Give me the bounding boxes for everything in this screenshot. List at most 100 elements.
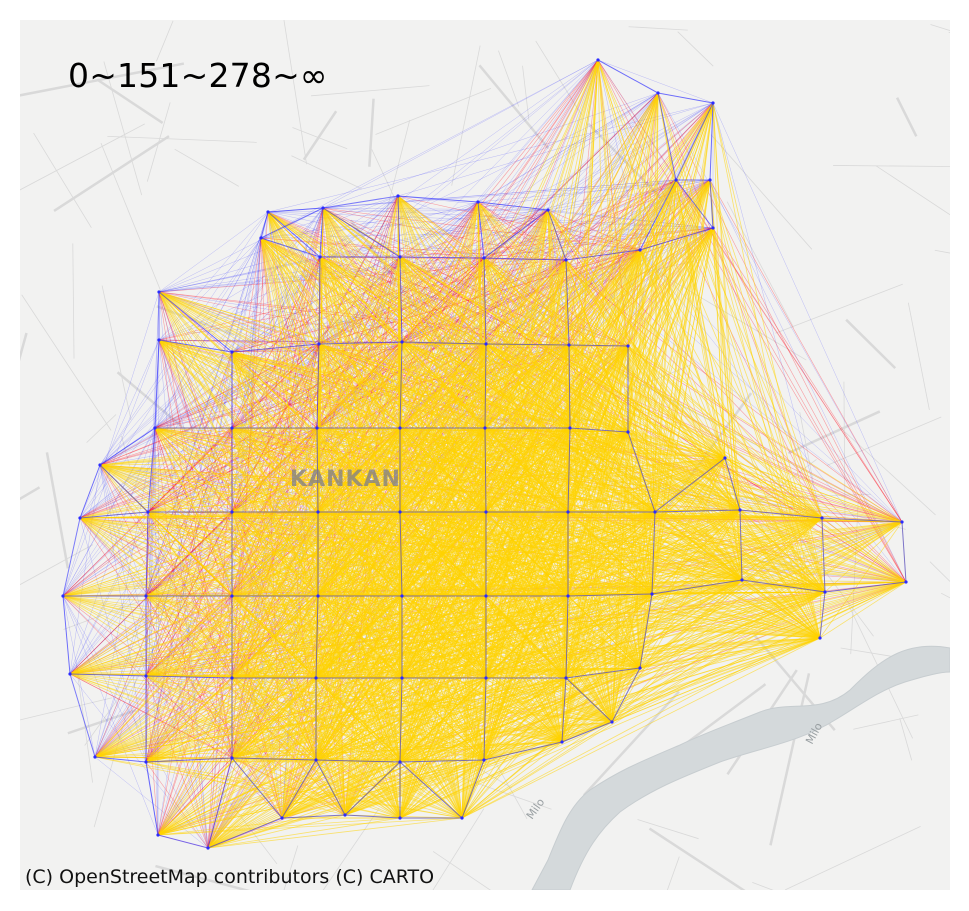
flow-line [319,256,401,429]
flow-line [231,521,903,597]
flow-line [485,581,907,679]
legend-bins-label: 0~151~278~∞ [68,56,328,95]
flow-line [483,257,487,345]
flow-line [319,256,726,459]
flow-line [316,427,319,513]
flow-line [231,581,907,679]
flow-line [94,677,487,758]
flow-line [484,427,629,433]
flow-line [484,343,487,429]
flow-line [821,517,903,523]
flow-line [62,427,156,597]
street-segment [833,165,950,167]
flow-line [231,757,317,761]
flow-line [565,259,903,523]
street-segment [283,20,307,165]
zone-node [610,720,614,724]
flow-line [62,595,283,819]
flow-line [565,259,726,459]
flow-line [627,345,656,513]
flow-line [231,757,283,819]
flow-line [627,345,653,595]
flow-line [547,92,659,211]
flow-line [639,249,821,639]
flow-line [62,517,81,597]
flow-line [565,249,641,261]
flow-line [611,521,903,723]
flow-line [322,207,741,511]
street-segment [637,819,699,840]
flow-line [69,257,485,675]
flow-line [344,343,487,816]
flow-line [568,344,903,523]
flow-line [821,517,907,583]
flow-line [824,581,907,593]
flow-line [145,637,821,763]
flow-line [62,509,741,597]
street-segment [769,673,811,846]
flow-line [231,677,317,759]
flow-line [565,579,743,679]
zone-node [396,194,400,198]
flow-line [231,579,743,759]
flow-line [99,427,233,466]
zone-node [560,740,564,744]
flow-line [461,637,821,819]
flow-line [461,721,613,819]
flow-line [597,59,677,181]
flow-line [147,511,209,849]
flow-line [399,677,403,763]
street-segment [899,718,913,761]
flow-line [567,457,726,597]
flow-line [99,427,571,466]
flow-line [317,209,549,597]
flow-line [147,427,486,513]
flow-line [260,237,320,345]
flow-line [639,249,823,519]
flow-line [565,595,569,679]
flow-line [158,249,641,293]
flow-line [231,677,485,761]
flow-line [485,677,563,743]
map-canvas[interactable]: Milo Milo KANKAN [20,20,950,890]
flow-line [399,741,563,819]
flow-line [69,637,821,675]
flow-line [99,351,233,466]
flow-line [145,757,233,763]
flow-line [231,227,714,353]
flow-line [569,427,726,459]
zone-node [564,258,568,262]
zone-node [157,338,161,342]
flow-line [568,344,907,583]
zone-node [157,290,161,294]
flow-line [315,591,826,679]
flow-line [709,179,903,523]
flow-line [158,291,726,459]
street-segment [677,31,714,67]
zone-node [78,516,82,520]
flow-line [344,761,401,816]
street-segment [100,142,168,308]
flow-line [317,431,629,513]
zone-node [484,594,488,598]
flow-line [69,511,487,675]
zone-node [317,342,321,346]
flow-line [69,595,403,675]
flow-line [401,59,599,343]
flow-line [207,427,233,849]
flow-line [401,341,487,345]
flow-line [567,345,629,597]
zone-node [650,592,654,596]
flow-line [157,834,209,849]
flow-line [316,345,629,429]
zone-node [460,816,464,820]
zone-node [564,676,568,680]
flow-line [651,511,656,595]
flow-line [318,256,321,345]
flow-line [145,595,403,763]
river-label: Milo [524,796,548,822]
street-segment [20,123,145,191]
flow-line [611,517,823,723]
street-segment [930,24,950,31]
flow-line [231,431,629,513]
